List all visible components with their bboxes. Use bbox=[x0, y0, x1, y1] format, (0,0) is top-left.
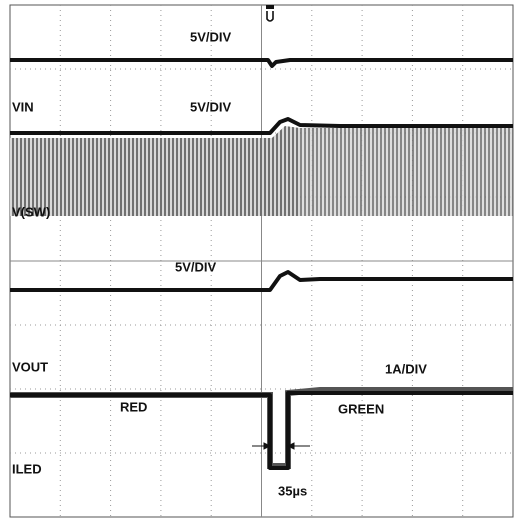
trace-label: V(SW) bbox=[12, 204, 50, 219]
trace-label: 5V/DIV bbox=[190, 99, 232, 114]
trace-label: VOUT bbox=[12, 359, 48, 374]
trace-ch1 bbox=[10, 58, 513, 68]
trace-vsw bbox=[300, 128, 513, 216]
trace-label: 35µs bbox=[278, 483, 307, 498]
trace-label: GREEN bbox=[338, 401, 384, 416]
trace-label: ILED bbox=[12, 461, 42, 476]
trace-vsw bbox=[272, 126, 300, 216]
trace-label: 5V/DIV bbox=[175, 259, 217, 274]
trace-vsw bbox=[10, 138, 272, 216]
trace-label: RED bbox=[120, 399, 147, 414]
trace-iled-edge bbox=[10, 391, 513, 470]
trace-label: 5V/DIV bbox=[190, 29, 232, 44]
time-markers bbox=[252, 442, 310, 450]
trace-label: 1A/DIV bbox=[385, 361, 427, 376]
trace-label: VIN bbox=[12, 99, 34, 114]
trigger-marker bbox=[266, 5, 274, 22]
graticule bbox=[10, 5, 513, 517]
trace-vin bbox=[10, 117, 513, 135]
trace-vout bbox=[10, 270, 513, 292]
